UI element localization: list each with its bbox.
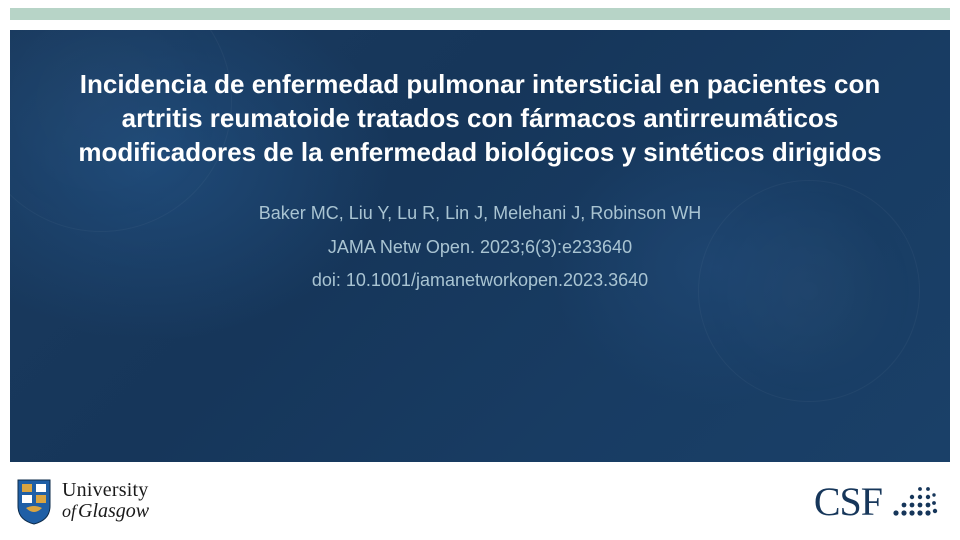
university-of: of — [62, 501, 76, 521]
footer: University ofGlasgow CSF — [0, 462, 960, 540]
university-crest-icon — [14, 476, 54, 526]
university-glasgow: Glasgow — [78, 500, 149, 522]
doi-line: doi: 10.1001/jamanetworkopen.2023.3640 — [259, 264, 702, 297]
university-name: University ofGlasgow — [62, 480, 149, 522]
authors-line: Baker MC, Liu Y, Lu R, Lin J, Melehani J… — [259, 197, 702, 230]
csf-dots-icon — [888, 481, 940, 521]
csf-text: CSF — [814, 478, 882, 525]
university-logo: University ofGlasgow — [14, 476, 149, 526]
citation-block: Baker MC, Liu Y, Lu R, Lin J, Melehani J… — [259, 197, 702, 297]
university-line1: University — [62, 480, 149, 501]
title-panel: Incidencia de enfermedad pulmonar inters… — [10, 30, 950, 462]
csf-logo: CSF — [814, 478, 940, 525]
slide-title: Incidencia de enfermedad pulmonar inters… — [50, 68, 910, 169]
journal-citation: JAMA Netw Open. 2023;6(3):e233640 — [259, 231, 702, 264]
university-line2: ofGlasgow — [62, 501, 149, 522]
accent-bar — [10, 8, 950, 20]
